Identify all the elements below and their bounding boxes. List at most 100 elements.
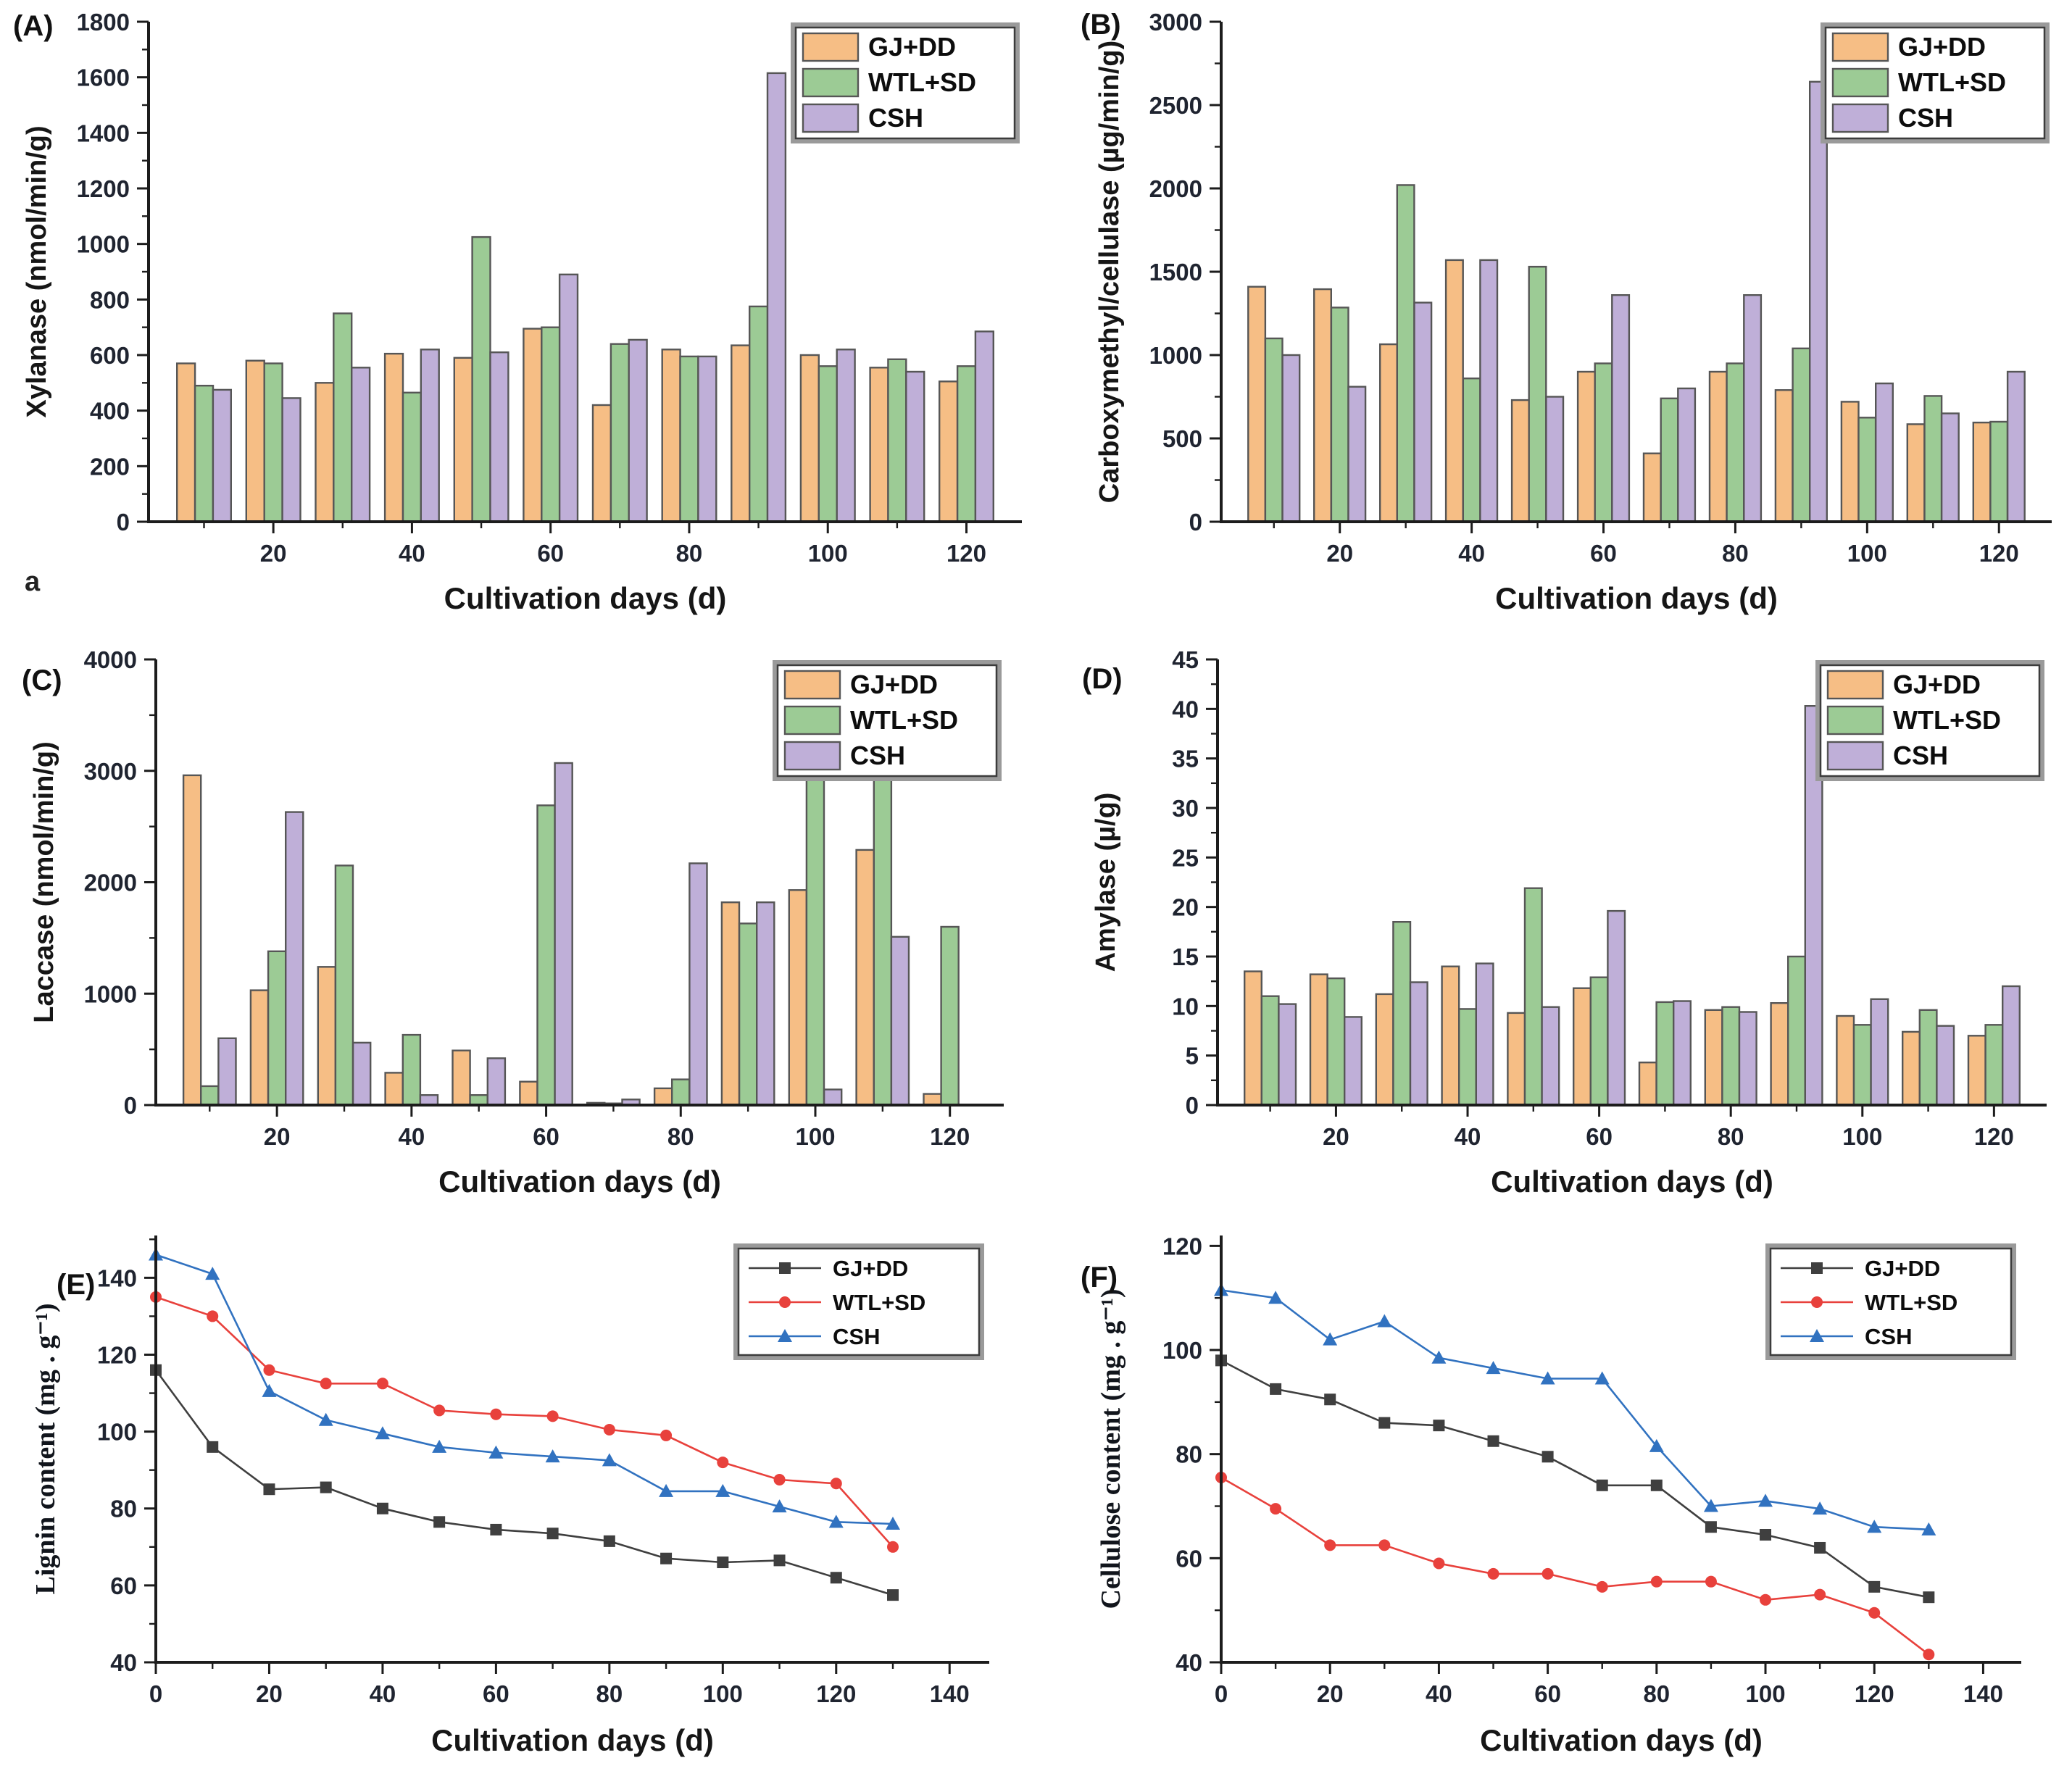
svg-text:20: 20	[1326, 540, 1353, 567]
svg-text:60: 60	[1534, 1680, 1561, 1707]
svg-text:120: 120	[946, 540, 986, 567]
svg-text:30: 30	[1172, 795, 1199, 822]
svg-text:20: 20	[264, 1123, 291, 1150]
svg-text:1000: 1000	[77, 231, 130, 258]
svg-text:3000: 3000	[1149, 9, 1202, 36]
svg-text:20: 20	[1317, 1680, 1344, 1707]
svg-text:120: 120	[1979, 540, 2019, 567]
svg-text:WTL+SD: WTL+SD	[1893, 705, 2001, 735]
svg-text:35: 35	[1172, 746, 1199, 772]
svg-text:Cultivation days (d): Cultivation days (d)	[438, 1164, 721, 1199]
svg-text:20: 20	[1323, 1123, 1349, 1150]
svg-text:Xylanase (nmol/min/g): Xylanase (nmol/min/g)	[22, 125, 52, 417]
svg-text:WTL+SD: WTL+SD	[868, 67, 976, 97]
svg-text:0: 0	[1189, 509, 1202, 536]
subfigure-note-a: a	[25, 567, 41, 597]
svg-text:WTL+SD: WTL+SD	[1865, 1290, 1957, 1315]
svg-text:80: 80	[1722, 540, 1749, 567]
svg-text:CSH: CSH	[1893, 741, 1948, 770]
svg-text:0: 0	[1186, 1092, 1199, 1119]
svg-text:100: 100	[703, 1680, 743, 1707]
svg-text:1500: 1500	[1149, 259, 1202, 286]
svg-text:120: 120	[1162, 1233, 1202, 1259]
svg-text:0: 0	[149, 1680, 162, 1707]
svg-text:GJ+DD: GJ+DD	[1898, 32, 1986, 62]
svg-text:CSH: CSH	[833, 1324, 880, 1349]
svg-text:2000: 2000	[1149, 175, 1202, 202]
svg-text:100: 100	[795, 1123, 835, 1150]
svg-text:60: 60	[1590, 540, 1617, 567]
cmcase-bar-chart: 0 500 1000 1500 2000 2500 3000 20 40 60 80 100 120 Ca…	[1094, 9, 2052, 615]
panel-a: (A) a 0 200 400 600 800 1000 1200 1400 1600 1800 2…	[0, 0, 1047, 627]
svg-text:10: 10	[1172, 993, 1199, 1020]
svg-text:GJ+DD: GJ+DD	[868, 32, 956, 62]
svg-text:WTL+SD: WTL+SD	[850, 705, 958, 735]
svg-text:GJ+DD: GJ+DD	[850, 670, 938, 699]
amylase-bar-chart: 0 5 10 15 20 25 30 35 40 45 20 40 60 80 100 120 Amylase …	[1091, 646, 2047, 1199]
svg-text:CSH: CSH	[1898, 103, 1953, 133]
svg-text:CSH: CSH	[1865, 1324, 1912, 1349]
svg-text:0: 0	[124, 1092, 137, 1119]
panel-d-label: (D)	[1082, 663, 1123, 695]
svg-text:80: 80	[667, 1123, 694, 1150]
svg-text:1800: 1800	[77, 9, 130, 36]
svg-text:Carboxymethyl/cellulase (µg/mi: Carboxymethyl/cellulase (µg/min/g)	[1094, 41, 1125, 504]
svg-text:100: 100	[97, 1419, 137, 1446]
svg-text:Amylase (µ/g): Amylase (µ/g)	[1091, 793, 1121, 972]
panel-b-label: (B)	[1081, 9, 1121, 41]
svg-text:400: 400	[90, 398, 130, 425]
svg-text:Laccase (nmol/min/g): Laccase (nmol/min/g)	[29, 741, 59, 1023]
svg-text:20: 20	[256, 1680, 283, 1707]
svg-text:2000: 2000	[84, 870, 137, 896]
panel-f: (F) 40 60 80 100 120 0 20 40 60 80 100 120 140 Cellul…	[1047, 1207, 2072, 1771]
svg-text:80: 80	[596, 1680, 623, 1707]
svg-text:1000: 1000	[1149, 342, 1202, 369]
svg-text:60: 60	[537, 540, 564, 567]
svg-text:Cultivation days (d): Cultivation days (d)	[444, 581, 727, 615]
svg-text:120: 120	[1974, 1123, 2014, 1150]
svg-text:Cultivation days (d): Cultivation days (d)	[1495, 581, 1778, 615]
panel-f-label: (F)	[1081, 1262, 1118, 1293]
svg-text:WTL+SD: WTL+SD	[1898, 67, 2006, 97]
svg-text:40: 40	[370, 1680, 396, 1707]
svg-text:GJ+DD: GJ+DD	[1865, 1256, 1940, 1281]
svg-text:140: 140	[930, 1680, 970, 1707]
svg-text:80: 80	[676, 540, 703, 567]
svg-text:1600: 1600	[77, 64, 130, 91]
svg-text:60: 60	[110, 1572, 137, 1599]
svg-text:40: 40	[399, 540, 425, 567]
svg-text:20: 20	[1172, 894, 1199, 921]
svg-text:2500: 2500	[1149, 92, 1202, 119]
xylanase-bar-chart: 0 200 400 600 800 1000 1200 1400 1600 1800 20 40 60 8…	[22, 9, 1022, 615]
svg-text:600: 600	[90, 342, 130, 369]
svg-text:1400: 1400	[77, 120, 130, 146]
panel-d: (D) 0 5 10 15 20 25 30 35 40 45 20 40 60 80 100 120 Amyl…	[1047, 627, 2072, 1207]
svg-text:80: 80	[1643, 1680, 1670, 1707]
svg-text:60: 60	[483, 1680, 509, 1707]
panel-e-label: (E)	[57, 1269, 96, 1301]
svg-text:4000: 4000	[84, 646, 137, 673]
svg-text:60: 60	[1586, 1123, 1613, 1150]
svg-text:GJ+DD: GJ+DD	[833, 1256, 908, 1281]
panel-b: (B) 0 500 1000 1500 2000 2500 3000 20 40 60 80 100 1…	[1047, 0, 2072, 627]
svg-text:WTL+SD: WTL+SD	[833, 1290, 925, 1315]
svg-text:200: 200	[90, 453, 130, 480]
panel-e: (E) 40 60 80 100 120 140 0 20 40 60 80 100 120 140 Lig…	[0, 1207, 1047, 1771]
cellulose-line-chart: 40 60 80 100 120 0 20 40 60 80 100 120 140 Cellulose …	[1096, 1233, 2021, 1757]
svg-text:100: 100	[1847, 540, 1887, 567]
svg-text:45: 45	[1172, 646, 1199, 673]
svg-text:120: 120	[930, 1123, 970, 1150]
svg-text:0: 0	[1215, 1680, 1228, 1707]
panel-a-label: (A)	[13, 10, 54, 42]
svg-text:140: 140	[1963, 1680, 2003, 1707]
svg-text:100: 100	[808, 540, 848, 567]
svg-text:40: 40	[1455, 1123, 1481, 1150]
svg-text:Cultivation days (d): Cultivation days (d)	[1491, 1164, 1773, 1199]
svg-text:80: 80	[110, 1496, 137, 1522]
svg-text:CSH: CSH	[850, 741, 905, 770]
svg-text:80: 80	[1176, 1441, 1202, 1468]
svg-text:120: 120	[97, 1341, 137, 1368]
svg-text:100: 100	[1162, 1337, 1202, 1364]
svg-text:60: 60	[1176, 1545, 1202, 1572]
svg-text:40: 40	[1426, 1680, 1452, 1707]
